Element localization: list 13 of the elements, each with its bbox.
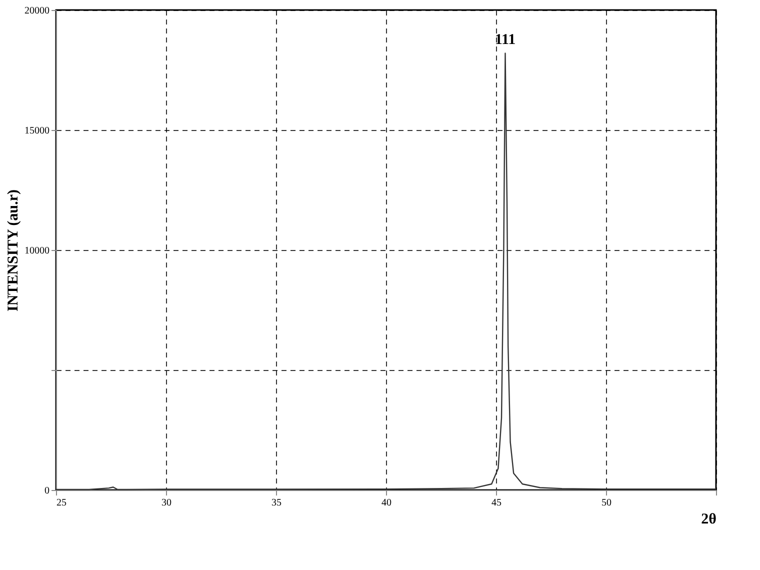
annotation: 111 [494,32,516,48]
x-tick-label: 30 [162,498,172,508]
x-tick-label: 50 [602,498,612,508]
y-axis-title: INTENSITY (au.r) [6,190,22,312]
x-tick-label: 35 [272,498,282,508]
y-tick-label: 10000 [24,246,50,256]
x-tick-label: 25 [56,498,66,508]
x-axis-title: 2θ [701,512,717,528]
y-tick-label: 20000 [24,6,50,16]
y-tick-label: 0 [44,486,50,496]
x-tick-label: 45 [492,498,502,508]
y-tick-label: 15000 [24,126,50,136]
x-tick-label: 40 [382,498,392,508]
